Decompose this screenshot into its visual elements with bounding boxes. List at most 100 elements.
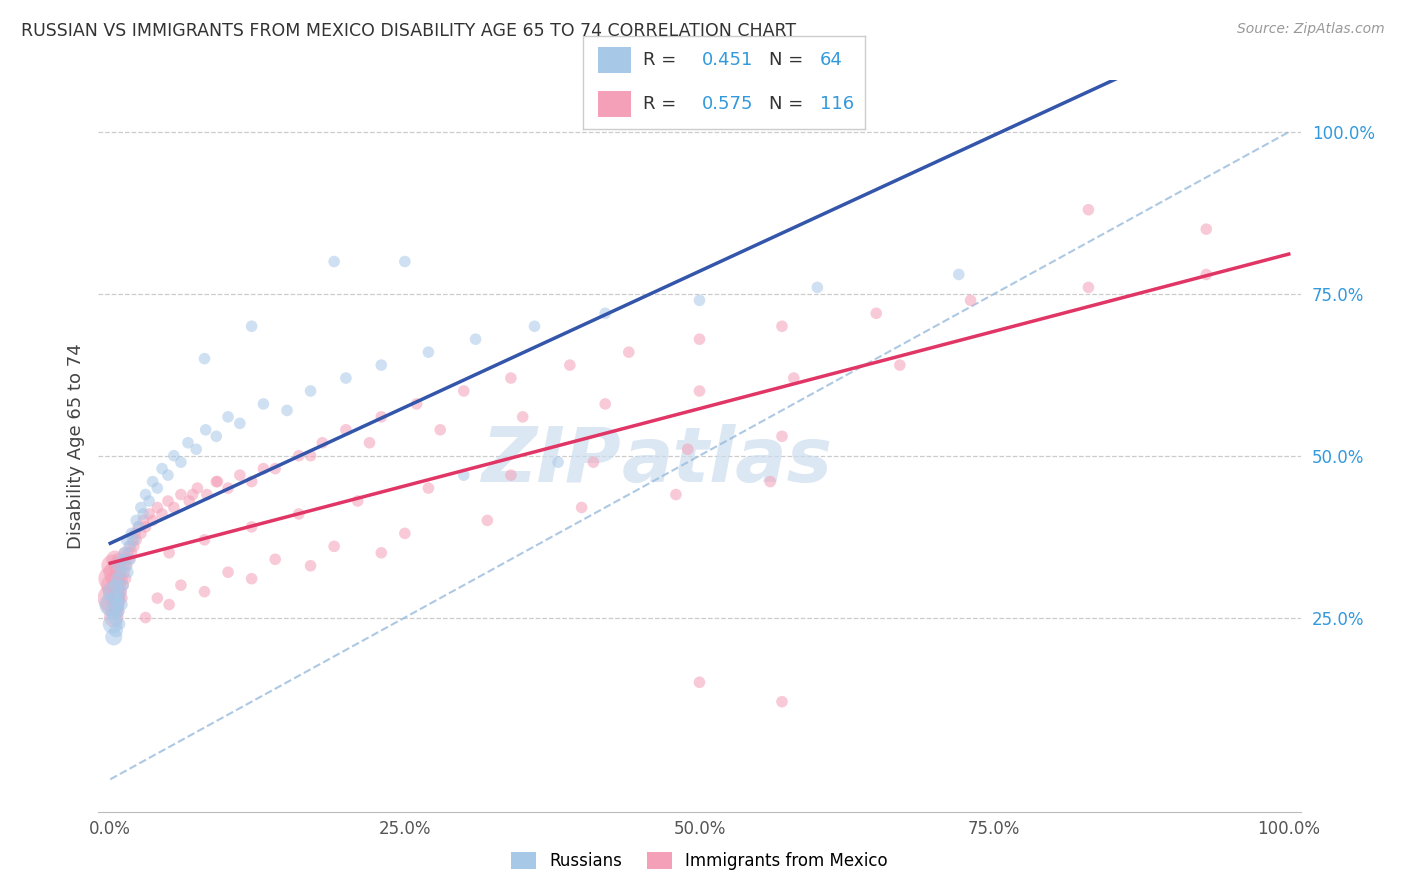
Point — [101, 558, 124, 573]
Legend: Russians, Immigrants from Mexico: Russians, Immigrants from Mexico — [505, 845, 894, 877]
Point — [370, 409, 392, 424]
Point — [1195, 268, 1218, 282]
Point — [156, 494, 179, 508]
Point — [418, 481, 440, 495]
Point — [299, 384, 322, 398]
Point — [103, 630, 125, 644]
Point — [101, 617, 124, 632]
Point — [394, 526, 416, 541]
Point — [110, 584, 132, 599]
Point — [547, 455, 569, 469]
Point — [142, 475, 165, 489]
Point — [103, 566, 125, 580]
Point — [205, 475, 228, 489]
Point — [163, 500, 186, 515]
Point — [170, 578, 193, 592]
Point — [122, 533, 145, 547]
Point — [117, 566, 139, 580]
Point — [323, 254, 346, 268]
Point — [111, 552, 134, 566]
Point — [512, 409, 534, 424]
Point — [429, 423, 451, 437]
Point — [370, 546, 392, 560]
Point — [477, 513, 499, 527]
Point — [405, 397, 427, 411]
Point — [112, 546, 135, 560]
Point — [299, 449, 322, 463]
Point — [108, 591, 131, 606]
Point — [135, 520, 157, 534]
Point — [229, 417, 252, 431]
Text: atlas: atlas — [621, 424, 832, 498]
Point — [110, 566, 132, 580]
Point — [112, 578, 135, 592]
Text: 64: 64 — [820, 51, 842, 69]
Point — [125, 533, 148, 547]
Point — [179, 494, 201, 508]
Point — [865, 306, 887, 320]
Point — [117, 546, 139, 560]
Point — [770, 319, 793, 334]
Point — [121, 533, 143, 547]
Point — [107, 591, 129, 606]
Point — [128, 520, 150, 534]
Point — [170, 487, 193, 501]
Point — [770, 695, 793, 709]
Point — [181, 487, 204, 501]
Point — [195, 487, 218, 501]
Point — [105, 604, 128, 618]
Point — [114, 572, 136, 586]
Point — [264, 461, 287, 475]
Point — [122, 539, 145, 553]
Point — [105, 578, 128, 592]
Point — [217, 566, 239, 580]
Point — [676, 442, 699, 457]
Point — [770, 429, 793, 443]
Bar — [598, 47, 631, 73]
Text: 0.575: 0.575 — [702, 95, 754, 112]
Point — [108, 617, 131, 632]
Point — [108, 578, 131, 592]
Point — [323, 539, 346, 553]
Point — [689, 293, 711, 308]
Text: Source: ZipAtlas.com: Source: ZipAtlas.com — [1237, 22, 1385, 37]
Point — [1077, 280, 1099, 294]
Text: RUSSIAN VS IMMIGRANTS FROM MEXICO DISABILITY AGE 65 TO 74 CORRELATION CHART: RUSSIAN VS IMMIGRANTS FROM MEXICO DISABI… — [21, 22, 796, 40]
Point — [593, 306, 616, 320]
Point — [157, 598, 180, 612]
Point — [132, 513, 155, 527]
Point — [689, 384, 711, 398]
Point — [1195, 222, 1218, 236]
Point — [335, 423, 357, 437]
Point — [105, 572, 128, 586]
Point — [418, 345, 440, 359]
Point — [103, 584, 125, 599]
Point — [205, 429, 228, 443]
Point — [132, 507, 155, 521]
Point — [217, 409, 239, 424]
Text: R =: R = — [643, 51, 682, 69]
Y-axis label: Disability Age 65 to 74: Disability Age 65 to 74 — [66, 343, 84, 549]
Point — [264, 552, 287, 566]
Point — [150, 461, 173, 475]
Point — [240, 319, 263, 334]
Point — [453, 468, 475, 483]
Point — [103, 610, 125, 624]
Point — [105, 558, 128, 573]
Point — [107, 572, 129, 586]
Point — [101, 578, 124, 592]
Point — [112, 566, 135, 580]
Point — [499, 371, 522, 385]
Point — [217, 481, 239, 495]
Point — [101, 584, 124, 599]
Point — [118, 539, 141, 553]
Point — [948, 268, 970, 282]
Point — [104, 552, 127, 566]
Point — [665, 487, 688, 501]
Point — [240, 520, 263, 534]
Point — [617, 345, 640, 359]
Point — [120, 526, 142, 541]
Point — [135, 610, 157, 624]
Point — [107, 552, 129, 566]
Text: ZIP: ZIP — [482, 424, 621, 498]
